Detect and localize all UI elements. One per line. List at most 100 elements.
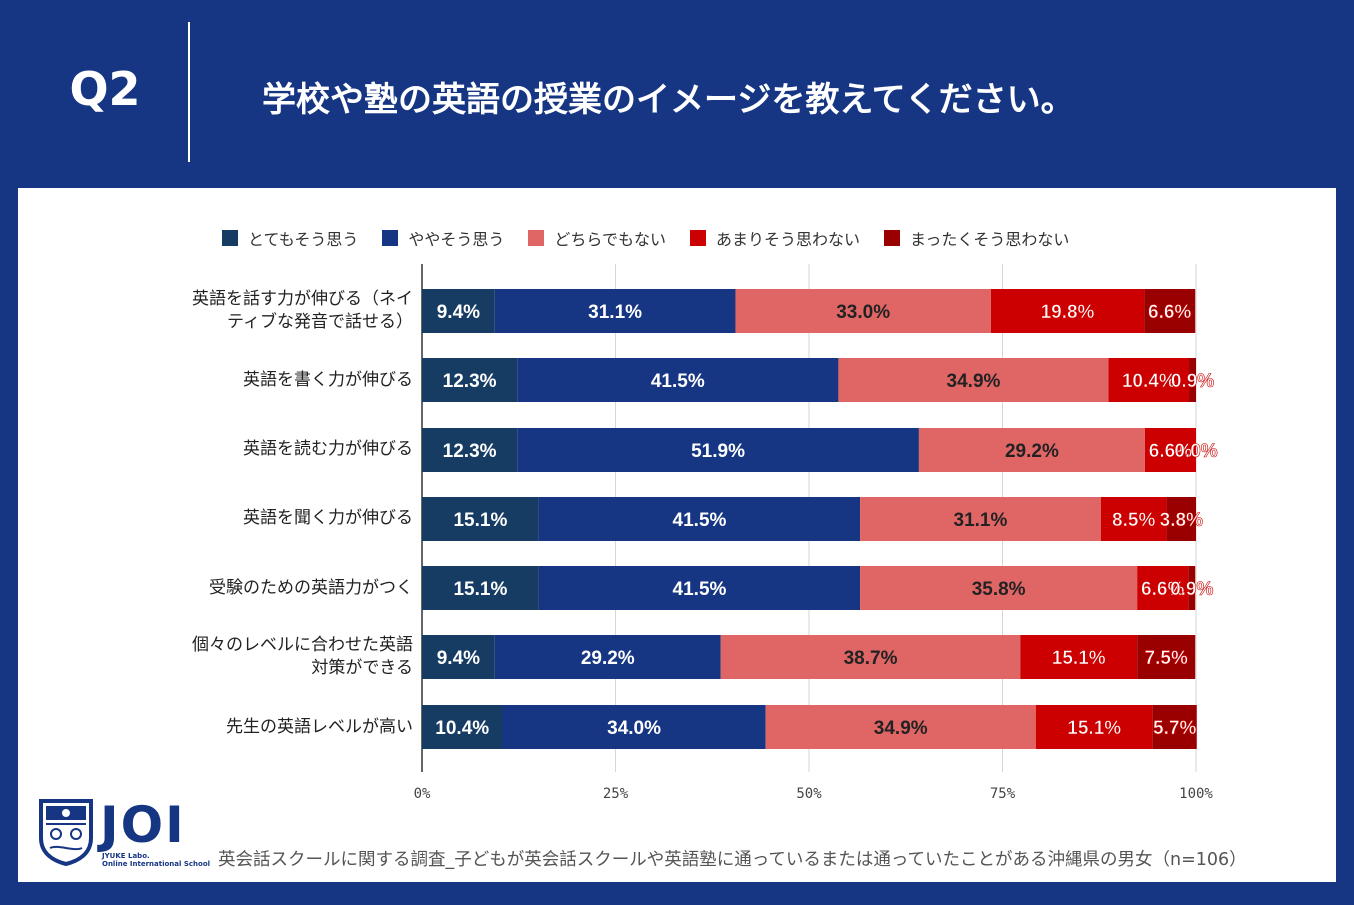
legend-swatch xyxy=(222,230,238,246)
data-label: 10.4% xyxy=(1122,371,1176,392)
category-label-exam: 受験のための英語力がつく xyxy=(120,577,413,600)
legend-swatch xyxy=(883,230,900,246)
data-label: 31.1% xyxy=(954,510,1008,531)
category-label-line: 個々のレベルに合わせた英語 xyxy=(192,635,413,655)
data-label: 0.9% xyxy=(1170,579,1213,600)
bar-segment xyxy=(1108,358,1190,402)
header-divider xyxy=(188,22,190,162)
legend-item-strongly-disagree: まったくそう思わない xyxy=(883,226,1069,250)
category-label-listening: 英語を聞く力が伸びる xyxy=(120,507,413,530)
data-label: 15.1% xyxy=(453,510,507,531)
data-label: 3.8% xyxy=(1160,510,1203,531)
data-label: 19.8% xyxy=(1041,302,1095,323)
category-label-line: 英語を読む力が伸びる xyxy=(243,439,413,459)
bar-segment xyxy=(517,428,919,472)
legend-label: どちらでもない xyxy=(554,230,666,249)
bar-segment xyxy=(538,497,861,541)
data-label: 12.3% xyxy=(443,371,497,392)
category-label-writing: 英語を書く力が伸びる xyxy=(120,369,413,392)
legend-label: とてもそう思う xyxy=(248,230,359,249)
bar-segment xyxy=(1188,566,1196,610)
logo-subtitle: JYUKE Labo. xyxy=(102,852,150,860)
legend-item-very-agree: とてもそう思う xyxy=(222,226,358,250)
x-tick-label: 25% xyxy=(603,786,629,802)
bar-segment xyxy=(1189,358,1196,402)
bar-segment xyxy=(918,428,1145,472)
category-label-line: 先生の英語レベルが高い xyxy=(226,717,413,737)
bar-segment xyxy=(860,566,1138,610)
category-label-level: 個々のレベルに合わせた英語 対策ができる xyxy=(120,634,413,680)
bar-segment xyxy=(422,358,518,402)
data-label: 34.9% xyxy=(947,371,1001,392)
data-label: 8.5% xyxy=(1112,510,1155,531)
legend-label: ややそう思う xyxy=(408,230,505,249)
data-label: 38.7% xyxy=(844,648,898,669)
data-label: 6.6% xyxy=(1148,302,1191,323)
data-label: 51.9% xyxy=(691,441,745,462)
bar-segment xyxy=(494,635,721,679)
logo-wordmark: JOI xyxy=(100,796,186,854)
bar-segment xyxy=(1137,566,1189,610)
bar-segment xyxy=(860,497,1101,541)
question-title: 学校や塾の英語の授業のイメージを教えてください。 xyxy=(262,80,1075,120)
bar-segment xyxy=(1152,705,1197,749)
x-tick-label: 75% xyxy=(990,786,1016,802)
data-label: 41.5% xyxy=(651,371,705,392)
legend-item-somewhat-agree: ややそう思う xyxy=(382,226,504,250)
data-label: 35.8% xyxy=(972,579,1026,600)
bar-segment xyxy=(422,497,539,541)
data-label: 41.5% xyxy=(673,510,727,531)
category-label-line: 受験のための英語力がつく xyxy=(209,578,413,598)
bar-segment xyxy=(735,289,991,333)
bar-segment xyxy=(422,566,539,610)
data-label: 6.6% xyxy=(1141,579,1184,600)
x-tick-label: 50% xyxy=(796,786,822,802)
x-tick-label: 100% xyxy=(1179,786,1213,802)
bar-segment xyxy=(494,289,736,333)
category-label-line: 英語を聞く力が伸びる xyxy=(243,508,413,528)
data-label: 34.0% xyxy=(607,718,661,739)
question-number: Q2 xyxy=(69,62,141,116)
bar-segment xyxy=(838,358,1109,402)
bar-segment xyxy=(502,705,766,749)
data-label: 9.4% xyxy=(437,648,480,669)
category-label-speaking: 英語を話す力が伸びる（ネイ ティブな発音で話せる） xyxy=(120,288,413,334)
data-label: 0.0% xyxy=(1174,441,1217,462)
bar-segment xyxy=(720,635,1021,679)
data-label: 5.7% xyxy=(1153,718,1196,739)
data-label: 6.6% xyxy=(1149,441,1192,462)
data-label: 29.2% xyxy=(1005,441,1059,462)
data-label: 7.5% xyxy=(1145,648,1188,669)
category-label-line: 英語を話す力が伸びる（ネイ xyxy=(192,289,413,309)
category-label-teacher: 先生の英語レベルが高い xyxy=(120,716,413,739)
data-label: 41.5% xyxy=(673,579,727,600)
legend-swatch xyxy=(689,230,706,246)
category-label-reading: 英語を読む力が伸びる xyxy=(120,438,413,461)
bar-segment xyxy=(1035,705,1153,749)
bar-segment xyxy=(517,358,839,402)
legend-swatch xyxy=(382,230,399,246)
x-tick-label: 0% xyxy=(414,786,431,802)
bar-segment xyxy=(422,635,495,679)
bar-segment xyxy=(422,428,518,472)
data-label: 15.1% xyxy=(453,579,507,600)
data-label: 15.1% xyxy=(1067,718,1121,739)
legend-label: あまりそう思わない xyxy=(715,230,860,249)
bar-segment xyxy=(1020,635,1138,679)
survey-footnote: 英会話スクールに関する調査_子どもが英会話スクールや英語塾に通っているまたは通っ… xyxy=(218,850,1247,870)
data-label: 12.3% xyxy=(443,441,497,462)
data-label: 31.1% xyxy=(588,302,642,323)
legend-swatch xyxy=(528,230,545,246)
data-label: 33.0% xyxy=(836,302,890,323)
category-label-line: 対策ができる xyxy=(311,658,413,678)
bar-segment xyxy=(422,289,495,333)
legend-item-neutral: どちらでもない xyxy=(528,226,666,250)
data-label: 34.9% xyxy=(874,718,928,739)
data-label: 10.4% xyxy=(435,718,489,739)
bar-segment xyxy=(538,566,861,610)
data-label: 9.4% xyxy=(437,302,480,323)
bar-segment xyxy=(1166,497,1196,541)
logo-subtitle-2: Online International School xyxy=(102,860,211,868)
data-label: 0.9% xyxy=(1171,371,1214,392)
